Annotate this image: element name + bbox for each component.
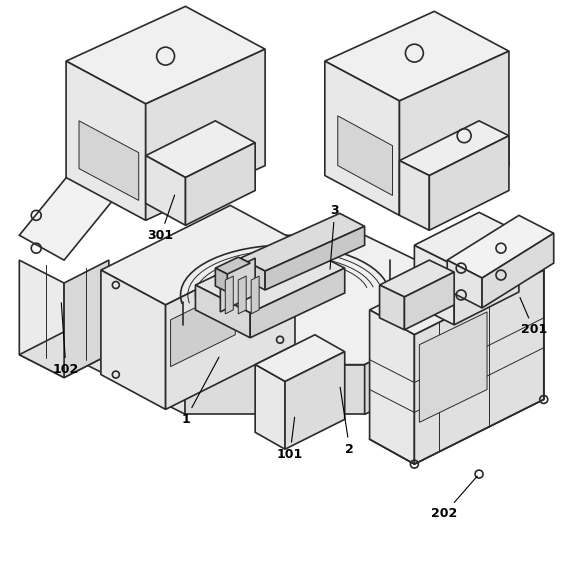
Polygon shape (255, 365, 285, 449)
Polygon shape (170, 288, 235, 367)
Polygon shape (240, 258, 265, 290)
Polygon shape (429, 136, 509, 230)
Polygon shape (454, 232, 519, 325)
Text: 2: 2 (340, 388, 354, 456)
Polygon shape (414, 212, 519, 265)
Polygon shape (414, 245, 454, 325)
Polygon shape (255, 335, 344, 382)
Polygon shape (419, 312, 487, 423)
Polygon shape (185, 143, 255, 225)
Polygon shape (185, 365, 365, 415)
Polygon shape (400, 160, 429, 230)
Polygon shape (265, 227, 365, 290)
Polygon shape (400, 121, 509, 175)
Polygon shape (64, 260, 109, 378)
Polygon shape (414, 270, 544, 464)
Polygon shape (400, 51, 509, 216)
Polygon shape (447, 216, 554, 278)
Polygon shape (240, 213, 365, 271)
Polygon shape (250, 268, 344, 338)
Polygon shape (370, 310, 414, 464)
Polygon shape (325, 61, 400, 216)
Polygon shape (221, 258, 255, 312)
Polygon shape (101, 270, 165, 409)
Polygon shape (195, 285, 250, 338)
Polygon shape (380, 260, 454, 297)
Polygon shape (482, 233, 554, 308)
Polygon shape (20, 260, 64, 378)
Polygon shape (56, 300, 185, 415)
Polygon shape (146, 156, 185, 225)
Polygon shape (338, 116, 392, 196)
Polygon shape (380, 285, 404, 330)
Polygon shape (370, 245, 544, 335)
Polygon shape (225, 276, 233, 314)
Polygon shape (101, 205, 295, 305)
Polygon shape (20, 332, 109, 378)
Text: 1: 1 (181, 357, 219, 426)
Polygon shape (146, 49, 265, 220)
Polygon shape (165, 240, 295, 409)
Polygon shape (251, 276, 259, 314)
Text: 301: 301 (147, 195, 175, 242)
Polygon shape (195, 240, 344, 313)
Polygon shape (215, 268, 228, 292)
Polygon shape (146, 121, 255, 178)
Polygon shape (20, 166, 121, 260)
Polygon shape (79, 121, 139, 201)
Polygon shape (238, 276, 246, 314)
Text: 101: 101 (277, 417, 303, 461)
Polygon shape (365, 300, 499, 415)
Text: 202: 202 (431, 476, 478, 520)
Text: 102: 102 (53, 302, 79, 376)
Polygon shape (66, 6, 265, 104)
Polygon shape (66, 61, 146, 220)
Polygon shape (404, 272, 454, 330)
Polygon shape (56, 235, 499, 365)
Text: 3: 3 (330, 204, 339, 269)
Polygon shape (285, 352, 344, 449)
Polygon shape (325, 12, 509, 101)
Text: 201: 201 (520, 297, 547, 336)
Polygon shape (215, 257, 250, 274)
Polygon shape (447, 260, 482, 308)
